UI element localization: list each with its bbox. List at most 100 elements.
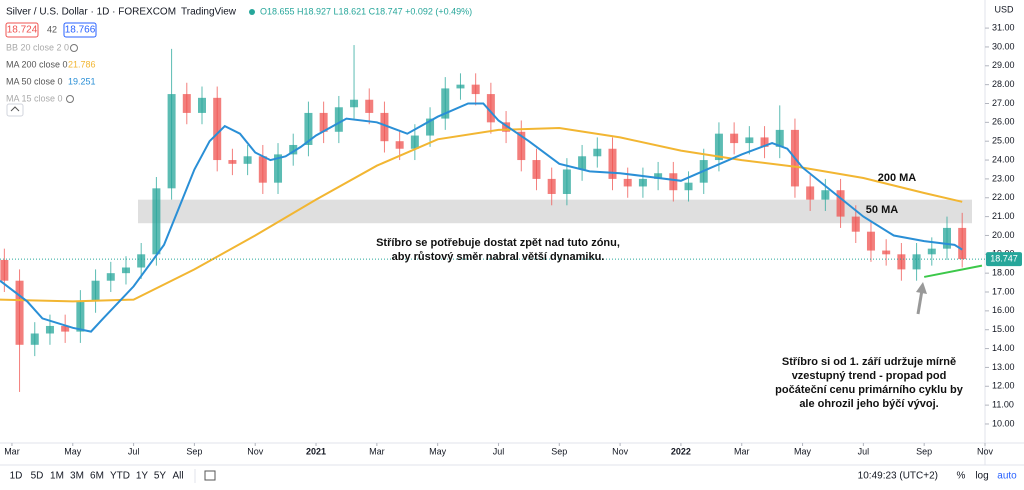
currency: USD — [994, 4, 1014, 14]
candle-body — [562, 169, 571, 194]
annotation: 200 MA — [878, 172, 917, 184]
source: TradingView — [181, 7, 237, 18]
y-tick-label: 26.00 — [992, 117, 1015, 127]
x-tick-label: Sep — [916, 446, 932, 456]
candle-body — [243, 156, 252, 164]
y-tick-label: 14.00 — [992, 343, 1015, 353]
range-button[interactable]: 1D — [10, 471, 23, 482]
legend-name: MA 15 close 0 — [6, 93, 63, 103]
arrow-head — [916, 282, 927, 294]
candle-body — [350, 99, 359, 108]
zone — [138, 199, 972, 224]
arrow-shaft — [916, 289, 924, 315]
candle-body — [502, 122, 511, 132]
annotation-line: Stříbro si od 1. září udržuje mírně — [782, 356, 956, 368]
collapse-icon — [10, 106, 20, 112]
legend-value: 21.786 — [68, 59, 96, 69]
y-tick-label: 17.00 — [992, 286, 1015, 296]
annotation-line: vzestupný trend - propad pod — [792, 370, 947, 382]
candle-body — [471, 84, 480, 95]
candle-body — [897, 254, 906, 270]
y-tick-label: 30.00 — [992, 41, 1015, 51]
range-button[interactable]: 5Y — [154, 471, 167, 482]
candle-body — [380, 112, 389, 142]
candle-body — [121, 267, 130, 274]
moving-average — [0, 126, 963, 303]
range-button[interactable]: 3M — [70, 471, 84, 482]
candle-body — [319, 112, 328, 132]
y-tick-label: 18.00 — [992, 268, 1015, 278]
candle-body — [106, 273, 115, 281]
candle-body — [410, 135, 419, 149]
range-button[interactable]: 1Y — [136, 471, 149, 482]
plot — [0, 45, 967, 392]
candle-body — [61, 325, 70, 332]
range-button[interactable]: YTD — [110, 471, 130, 482]
y-tick-label: 20.00 — [992, 230, 1015, 240]
ask[interactable]: 18.766 — [65, 25, 96, 36]
candle-body — [45, 325, 54, 334]
y-tick-label: 16.00 — [992, 305, 1015, 315]
candle-body — [927, 248, 936, 255]
candle-body — [182, 94, 191, 113]
x-tick-label: May — [64, 446, 82, 456]
collapse-button[interactable] — [6, 103, 24, 117]
annotation-line: počáteční cenu primárního cyklu by — [775, 384, 964, 396]
candle-body — [745, 137, 754, 144]
x-tick-label: Sep — [186, 446, 202, 456]
last-price-label: 18.747 — [990, 253, 1018, 263]
candle-body — [426, 118, 435, 136]
candle-body — [197, 97, 206, 113]
range-button[interactable]: All — [172, 471, 183, 482]
candle-body — [15, 280, 24, 345]
date-range-icon[interactable] — [204, 470, 216, 481]
range-button[interactable]: 1M — [50, 471, 64, 482]
scale-option[interactable]: % — [957, 471, 966, 482]
x-tick-label: Mar — [369, 446, 385, 456]
bid-button[interactable] — [5, 22, 39, 38]
annotation-line: aby růstový směr nabral větší dynamiku. — [392, 251, 605, 263]
legend-name: MA 200 close 0 — [6, 59, 68, 69]
x-tick-label: Jul — [493, 446, 505, 456]
candle-body — [30, 333, 39, 345]
x-tick-label: Mar — [4, 446, 20, 456]
candle-body — [608, 148, 617, 179]
candle-body — [882, 250, 891, 255]
candle-body — [958, 227, 967, 260]
bid[interactable]: 18.724 — [7, 25, 38, 36]
ohlc: O18.655 H18.927 L18.621 C18.747 +0.092 (… — [260, 6, 472, 16]
y-tick-label: 15.00 — [992, 324, 1015, 334]
candle-body — [760, 137, 769, 147]
x-tick-label: Mar — [734, 446, 750, 456]
candle-body — [593, 148, 602, 157]
x-tick-label: Nov — [977, 446, 994, 456]
candle-body — [289, 144, 298, 155]
candle-body — [365, 99, 374, 113]
y-tick-label: 10.00 — [992, 418, 1015, 428]
range-button[interactable]: 6M — [90, 471, 104, 482]
visibility-icon — [66, 95, 74, 103]
candle-body — [486, 94, 495, 123]
range-button[interactable]: 5D — [31, 471, 44, 482]
candle-body — [304, 112, 313, 145]
clock: 10:49:23 (UTC+2) — [858, 471, 938, 482]
ask-button[interactable] — [63, 22, 97, 38]
annotation-line: Stříbro se potřebuje dostat zpět nad tut… — [376, 237, 620, 249]
candle-body — [669, 173, 678, 191]
annotation: 50 MA — [866, 204, 898, 216]
candle-body — [654, 173, 663, 179]
candle-body — [91, 280, 100, 302]
candle-body — [730, 133, 739, 144]
y-tick-label: 12.00 — [992, 381, 1015, 391]
candle-body — [76, 301, 85, 332]
scale-option[interactable]: auto — [997, 471, 1017, 482]
y-tick-label: 28.00 — [992, 79, 1015, 89]
candle-body — [942, 227, 951, 249]
candle-body — [258, 156, 267, 183]
scale-option[interactable]: log — [975, 471, 988, 482]
candle-body — [395, 141, 404, 149]
x-tick-label: May — [794, 446, 812, 456]
x-tick-label: Jul — [858, 446, 870, 456]
chart-title: Silver / U.S. Dollar · 1D · FOREXCOM — [6, 7, 176, 18]
